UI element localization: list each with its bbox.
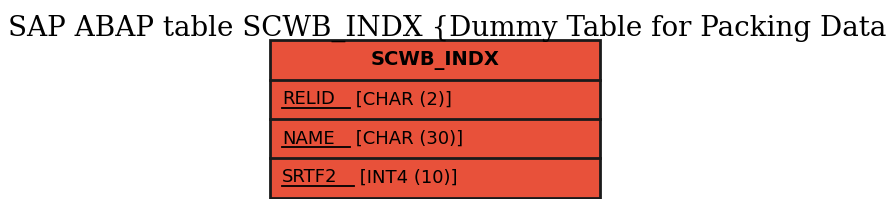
Text: SAP ABAP table SCWB_INDX {Dummy Table for Packing Data}: SAP ABAP table SCWB_INDX {Dummy Table fo…: [8, 14, 889, 42]
Text: SRTF2: SRTF2: [282, 169, 338, 186]
Text: SCWB_INDX: SCWB_INDX: [371, 51, 500, 69]
Text: [CHAR (2)]: [CHAR (2)]: [350, 91, 453, 108]
Text: [CHAR (30)]: [CHAR (30)]: [350, 130, 463, 147]
Text: [INT4 (10)]: [INT4 (10)]: [354, 169, 457, 186]
Text: RELID: RELID: [282, 91, 335, 108]
Text: NAME: NAME: [282, 130, 334, 147]
Bar: [270, 40, 600, 198]
